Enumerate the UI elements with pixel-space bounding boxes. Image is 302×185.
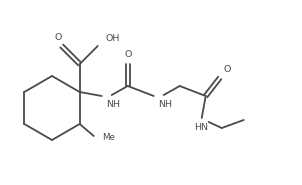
Text: Me: Me	[102, 134, 114, 142]
Text: HN: HN	[194, 123, 208, 132]
Text: NH: NH	[106, 100, 120, 109]
Text: OH: OH	[106, 34, 120, 43]
Text: O: O	[54, 33, 61, 42]
Text: O: O	[224, 65, 231, 74]
Text: O: O	[124, 50, 131, 59]
Text: NH: NH	[158, 100, 172, 109]
